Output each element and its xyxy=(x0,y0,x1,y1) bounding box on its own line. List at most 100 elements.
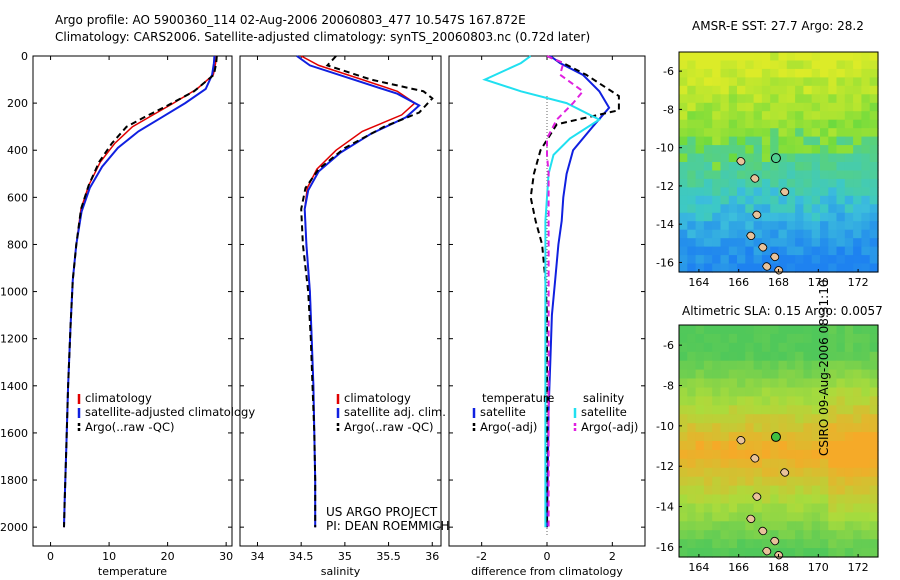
map-x-tick-label: 168 xyxy=(768,276,789,289)
map-cell xyxy=(761,387,771,397)
map-cell xyxy=(861,221,871,231)
map-cell xyxy=(679,476,688,487)
map-cell xyxy=(679,111,688,121)
map-cell xyxy=(753,145,763,155)
map-cell xyxy=(753,539,763,549)
map-cell xyxy=(753,102,763,112)
map-cell xyxy=(803,204,813,214)
map-cell xyxy=(712,449,722,460)
map-cell xyxy=(695,512,705,522)
map-cell xyxy=(861,77,871,87)
map-cell xyxy=(720,238,730,248)
map-cell xyxy=(861,369,871,380)
map-cell xyxy=(695,342,705,353)
map-cell xyxy=(687,204,697,214)
map-cell xyxy=(811,204,821,214)
map-cell xyxy=(737,521,746,531)
map-cell xyxy=(844,369,854,380)
map-cell xyxy=(728,204,738,214)
map-cell xyxy=(861,162,871,172)
map-cell xyxy=(745,485,755,496)
map-cell xyxy=(712,246,722,256)
map-cell xyxy=(795,162,804,172)
map-cell xyxy=(803,548,813,558)
map-cell xyxy=(753,405,763,415)
map-cell xyxy=(712,68,722,78)
map-cell xyxy=(737,405,746,415)
map-cell xyxy=(836,476,846,487)
map-cell xyxy=(770,128,780,138)
map-cell xyxy=(761,333,771,344)
map-cell xyxy=(844,351,854,362)
map-cell xyxy=(795,485,804,496)
map-cell xyxy=(844,187,854,197)
map-cell xyxy=(828,342,838,353)
map-cell xyxy=(803,342,813,353)
map-cell xyxy=(745,378,755,388)
map-cell xyxy=(811,246,821,256)
map-cell xyxy=(828,221,838,231)
map-cell xyxy=(770,221,780,231)
map-cell xyxy=(820,494,829,504)
map-cell xyxy=(737,229,746,239)
island-shape xyxy=(736,436,746,445)
map-cell xyxy=(737,119,746,129)
map-cell xyxy=(687,378,697,388)
map-cell xyxy=(861,111,871,121)
map-cell xyxy=(836,396,846,406)
map-cell xyxy=(753,153,763,163)
map-cell xyxy=(695,414,705,424)
map-cell xyxy=(728,229,738,239)
map-cell xyxy=(687,195,697,205)
map-cell xyxy=(844,325,854,335)
map-cell xyxy=(795,145,804,155)
map-cell xyxy=(679,178,688,188)
map-cell xyxy=(679,503,688,513)
map-cell xyxy=(745,539,755,549)
map-cell xyxy=(695,52,705,62)
map-cell xyxy=(861,136,871,146)
map-cell xyxy=(820,221,829,231)
map-cell xyxy=(853,512,862,522)
legend-s-sat-label: satellite adj. clim. xyxy=(344,405,446,419)
map-cell xyxy=(836,432,846,442)
map-cell xyxy=(720,246,730,256)
map-cell xyxy=(836,467,846,478)
map-cell xyxy=(753,458,763,469)
map-cell xyxy=(679,530,688,540)
map-cell xyxy=(761,405,771,415)
map-cell xyxy=(695,77,705,87)
map-cell xyxy=(770,102,780,112)
map-cell xyxy=(786,539,796,549)
map-cell xyxy=(778,68,788,78)
map-cell xyxy=(712,85,722,95)
map-cell xyxy=(844,162,854,172)
map-cell xyxy=(687,221,697,231)
map-cell xyxy=(761,94,771,104)
map-cell xyxy=(728,85,738,95)
map-cell xyxy=(778,246,788,256)
map-cell xyxy=(745,187,755,197)
map-cell xyxy=(695,187,705,197)
map-cell xyxy=(761,476,771,487)
map-cell xyxy=(728,111,738,121)
map-cell xyxy=(712,325,722,335)
map-cell xyxy=(836,449,846,460)
map-cell xyxy=(770,521,780,531)
map-cell xyxy=(712,229,722,239)
map-cell xyxy=(828,162,838,172)
map-cell xyxy=(786,458,796,469)
map-cell xyxy=(803,423,813,433)
map-cell xyxy=(737,52,746,62)
map-cell xyxy=(786,441,796,451)
map-cell xyxy=(853,521,862,531)
series-line-0 xyxy=(546,55,611,528)
map-cell xyxy=(679,396,688,406)
map-cell xyxy=(836,539,846,549)
map-cell xyxy=(753,360,763,371)
map-cell xyxy=(836,333,846,344)
map-cell xyxy=(844,212,854,222)
map-y-tick-label: -8 xyxy=(663,380,674,393)
map-cell xyxy=(844,204,854,214)
map-cell xyxy=(703,246,713,256)
